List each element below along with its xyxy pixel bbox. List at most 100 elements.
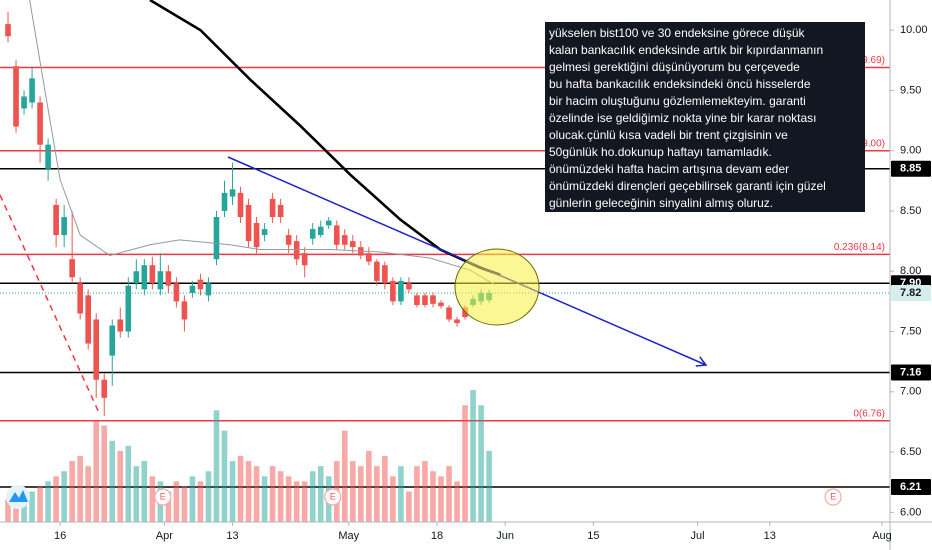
volume-bar	[205, 471, 212, 522]
annotation-line: bu hafta bankacılık endeksindeki öncü hi…	[549, 77, 811, 91]
candle-body	[165, 271, 172, 286]
price-label: 6.21	[900, 481, 921, 493]
volume-bar	[430, 471, 436, 522]
x-tick-label: 13	[226, 530, 238, 542]
x-tick-label: Jun	[496, 530, 514, 542]
x-tick-label: 15	[587, 530, 599, 542]
candle-body	[149, 265, 156, 284]
volume-bar	[293, 481, 300, 522]
annotation-line: özelinde ise geldiğimiz nokta yine bir k…	[549, 111, 816, 125]
volume-bar	[181, 486, 188, 522]
volume-bar	[349, 461, 356, 522]
candle-body	[213, 216, 220, 260]
candle-body	[221, 192, 228, 211]
volume-bar	[245, 461, 252, 522]
x-tick-label: 13	[764, 530, 776, 542]
y-tick-label: 10.00	[900, 24, 928, 36]
annotation-line: gelmesi gerektiğini düşünüyorum bu çerçe…	[549, 60, 800, 74]
candle-body	[45, 144, 51, 169]
volume-bar	[358, 466, 364, 522]
volume-bar	[454, 481, 460, 522]
candle-body	[229, 189, 236, 197]
price-label-box	[891, 160, 931, 177]
y-tick-label: 9.00	[900, 145, 921, 157]
volume-bar	[486, 450, 492, 522]
candle-body	[141, 265, 148, 290]
annotation-line: 50günlük ho.dokunup haftayı tamamladık.	[549, 145, 772, 159]
candle-body	[197, 279, 204, 290]
volume-bar	[85, 466, 92, 522]
candle-body	[325, 220, 332, 226]
candle-body	[5, 24, 11, 37]
annotation-line: önümüzdeki dirençleri geçebilirsek garan…	[549, 179, 826, 193]
candles	[5, 12, 492, 416]
event-label: E	[160, 491, 166, 501]
event-marker	[154, 488, 172, 506]
volume-bar	[277, 471, 284, 522]
candle-body	[29, 78, 35, 103]
price-axis-bg	[890, 0, 932, 550]
volume-bar	[414, 466, 420, 522]
candle-body	[309, 229, 316, 239]
volume-bar	[446, 466, 452, 522]
candle-body	[173, 283, 180, 302]
volume-bar	[45, 481, 51, 522]
price-label-box	[891, 479, 931, 496]
volume-bar	[133, 466, 140, 522]
volume-bar	[93, 420, 100, 522]
volume-bar	[117, 450, 124, 522]
candle-body	[61, 216, 67, 236]
volume-bar	[149, 476, 156, 522]
annotation-line: önümüzdeki hafta hacim artışına devam ed…	[549, 162, 789, 176]
volume-bar	[438, 476, 444, 522]
volume-bar	[309, 471, 316, 522]
candle-body	[277, 204, 284, 217]
volume-bar	[37, 486, 43, 522]
volume-bar	[462, 405, 468, 522]
candle-body	[366, 253, 372, 262]
candle-body	[109, 325, 116, 356]
volume-bar	[317, 466, 324, 522]
annotation-line: olucak.çünlü kısa vadeli bir trent çizgi…	[549, 128, 788, 142]
time-axis-bg	[0, 522, 890, 550]
volume-bar	[213, 410, 220, 522]
candle-body	[157, 271, 164, 290]
candle-body	[117, 319, 124, 332]
y-tick-label: 6.50	[900, 446, 921, 458]
y-tick-label: 8.00	[900, 265, 921, 277]
volume-bar	[109, 440, 116, 522]
event-marker	[824, 488, 842, 506]
volume-bar	[101, 425, 108, 522]
volume-bar	[269, 466, 276, 522]
volume-bar	[398, 466, 404, 522]
candle-body	[341, 235, 348, 245]
annotation-box	[545, 22, 865, 212]
candle-body	[454, 319, 460, 324]
volume-bar	[141, 461, 148, 522]
candle-body	[21, 96, 27, 109]
candle-body	[430, 295, 436, 304]
volume-bar	[478, 405, 484, 522]
volume-bar	[301, 481, 308, 522]
event-label: E	[830, 491, 836, 501]
annotation: yükselen bist100 ve 30 endeksine görece …	[545, 22, 865, 212]
candle-body	[85, 295, 92, 344]
volume-bar	[382, 456, 388, 522]
candle-body	[245, 204, 252, 242]
level-label: 0(6.76)	[853, 408, 885, 419]
candle-body	[333, 225, 340, 245]
volume-bar	[5, 499, 11, 522]
candle-body	[398, 280, 404, 302]
volume-bar	[253, 466, 260, 522]
x-tick-label: 16	[54, 530, 66, 542]
volume-bar	[77, 456, 83, 522]
x-tick-label: 18	[431, 530, 443, 542]
annotation-line: bir hacim oluştuğunu gözlemlemekteyim. g…	[549, 94, 806, 108]
level-label: 0.236(8.14)	[834, 242, 885, 253]
volume-bar	[69, 461, 75, 522]
volume-bar	[165, 491, 172, 522]
candle-body	[414, 295, 420, 306]
candle-body	[181, 301, 188, 320]
